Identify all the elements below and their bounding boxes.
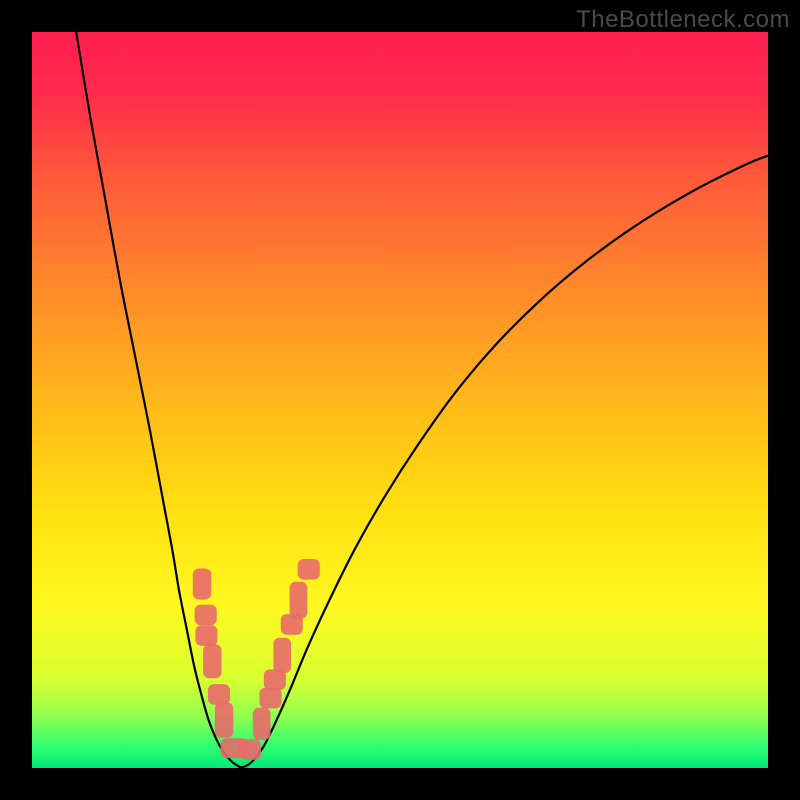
plot-area [32, 32, 768, 768]
marker [290, 582, 308, 619]
chart-container: TheBottleneck.com [0, 0, 800, 800]
marker [195, 605, 217, 626]
marker [195, 625, 217, 646]
marker [203, 644, 221, 678]
gradient-background [32, 32, 768, 768]
marker [259, 688, 281, 709]
marker [208, 684, 230, 705]
marker [193, 569, 211, 600]
marker [239, 739, 261, 760]
marker [298, 559, 320, 580]
marker [215, 702, 233, 737]
marker [253, 708, 271, 740]
watermark-text: TheBottleneck.com [576, 6, 790, 34]
chart-svg [32, 32, 768, 768]
marker [273, 638, 291, 673]
